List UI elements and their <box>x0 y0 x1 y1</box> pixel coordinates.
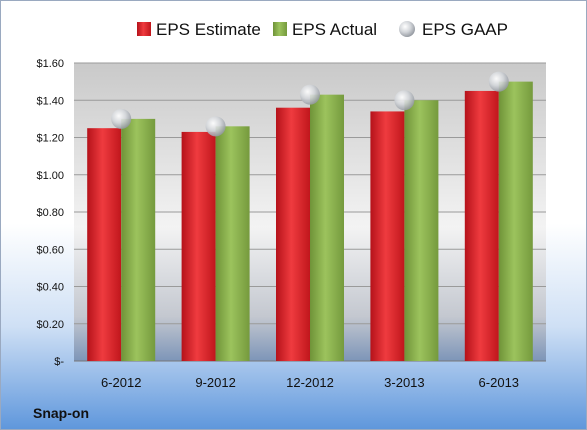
x-tick-label: 12-2012 <box>286 375 334 390</box>
legend-swatch-estimate <box>137 22 151 36</box>
legend-swatch-gaap <box>399 21 415 37</box>
y-tick-label: $0.80 <box>36 207 64 219</box>
x-tick-label: 9-2012 <box>195 375 235 390</box>
marker-eps-gaap <box>488 71 509 92</box>
bars <box>87 81 533 361</box>
legend-swatch-actual <box>273 22 287 36</box>
legend-label-gaap: EPS GAAP <box>422 20 508 39</box>
marker-eps-gaap <box>300 84 320 105</box>
x-tick-label: 3-2013 <box>384 375 424 390</box>
gaap-markers <box>111 71 509 137</box>
bar-eps-actual <box>498 81 533 361</box>
company-label: Snap-on <box>33 405 89 421</box>
bar-eps-estimate <box>370 111 405 361</box>
x-tick-label: 6-2013 <box>479 375 519 390</box>
marker-eps-gaap <box>111 108 132 129</box>
y-tick-label: $1.20 <box>36 133 64 145</box>
y-tick-label: $0.60 <box>36 244 64 256</box>
bar-eps-estimate <box>464 90 499 361</box>
x-tick-label: 6-2012 <box>101 375 141 390</box>
marker-eps-gaap <box>205 116 226 137</box>
y-tick-label: $1.40 <box>36 95 64 107</box>
legend-label-estimate: EPS Estimate <box>156 20 261 39</box>
bar-eps-estimate <box>181 131 216 361</box>
bar-eps-actual <box>310 94 344 361</box>
bar-eps-estimate <box>276 107 310 361</box>
bar-eps-actual <box>404 100 439 361</box>
y-tick-label: $- <box>54 356 64 368</box>
marker-eps-gaap <box>394 90 415 111</box>
x-axis: 6-2012 9-2012 12-2012 3-2013 6-2013 <box>101 375 519 390</box>
y-tick-label: $0.20 <box>36 319 64 331</box>
y-tick-label: $0.40 <box>36 282 64 294</box>
legend: EPS Estimate EPS Actual EPS GAAP <box>137 20 508 39</box>
bar-eps-estimate <box>87 128 122 361</box>
y-tick-label: $1.00 <box>36 170 64 182</box>
bar-eps-actual <box>215 126 250 361</box>
bar-eps-actual <box>121 118 156 361</box>
y-tick-label: $1.60 <box>36 58 64 70</box>
legend-label-actual: EPS Actual <box>292 20 377 39</box>
y-axis: $- $0.20 $0.40 $0.60 $0.80 $1.00 $1.20 $1.40 $1.… <box>36 58 64 368</box>
